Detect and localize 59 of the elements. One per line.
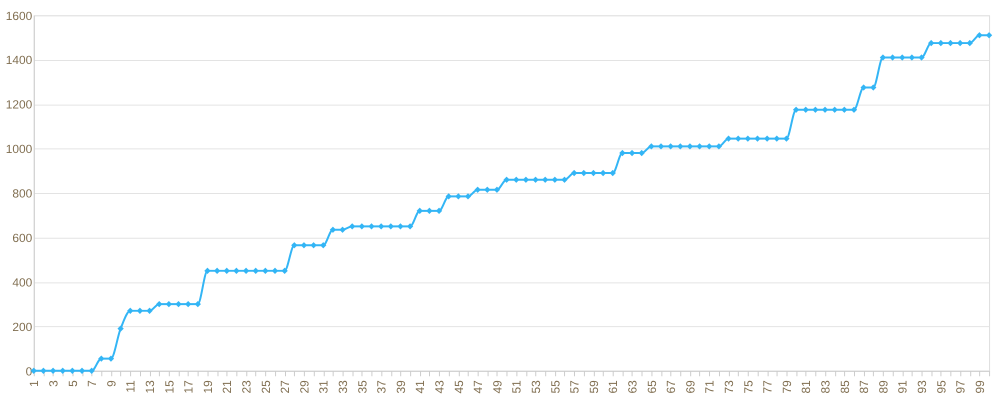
y-tick-label: 1600 bbox=[6, 8, 33, 23]
x-tick-label: 91 bbox=[896, 380, 910, 394]
x-tick-label: 17 bbox=[182, 380, 196, 394]
x-tick-label: 51 bbox=[510, 380, 524, 394]
x-tick-label: 99 bbox=[972, 380, 987, 394]
x-tick-label: 93 bbox=[915, 380, 929, 394]
x-tick-label: 25 bbox=[258, 380, 273, 394]
x-tick-label: 95 bbox=[934, 380, 948, 394]
x-tick-label: 85 bbox=[838, 380, 852, 394]
x-tick-label: 13 bbox=[143, 380, 158, 394]
x-tick-label: 31 bbox=[316, 380, 331, 394]
x-tick-label: 89 bbox=[876, 380, 890, 394]
y-tick-label: 1400 bbox=[6, 53, 33, 68]
x-tick-label: 79 bbox=[780, 380, 794, 394]
x-tick-label: 63 bbox=[626, 380, 640, 394]
x-tick-label: 21 bbox=[220, 380, 234, 394]
x-tick-label: 59 bbox=[586, 380, 601, 394]
x-tick-label: 71 bbox=[702, 380, 717, 394]
y-tick-label: 400 bbox=[12, 275, 33, 290]
x-tick-label: 29 bbox=[297, 380, 312, 394]
x-tick-label: 19 bbox=[200, 380, 215, 394]
x-tick-label: 75 bbox=[741, 380, 756, 394]
x-tick-label: 33 bbox=[336, 380, 350, 394]
x-tick-label: 9 bbox=[104, 380, 118, 387]
x-tick-label: 61 bbox=[606, 380, 620, 394]
x-tick-label: 35 bbox=[355, 380, 370, 394]
x-tick-label: 83 bbox=[818, 380, 832, 394]
x-tick-label: 53 bbox=[529, 380, 544, 394]
y-tick-label: 1000 bbox=[6, 142, 33, 156]
y-tick-label: 600 bbox=[12, 230, 33, 245]
x-tick-label: 69 bbox=[683, 380, 698, 394]
x-tick-label: 81 bbox=[799, 380, 814, 394]
x-tick-label: 73 bbox=[722, 380, 736, 394]
x-tick-label: 65 bbox=[644, 380, 659, 394]
x-tick-label: 97 bbox=[954, 380, 968, 394]
x-tick-label: 41 bbox=[413, 380, 428, 394]
x-tick-label: 7 bbox=[85, 380, 100, 387]
x-tick-label: 39 bbox=[394, 380, 408, 394]
x-tick-label: 23 bbox=[240, 380, 254, 394]
x-tick-label: 15 bbox=[162, 380, 176, 394]
x-tick-label: 77 bbox=[760, 380, 775, 394]
x-tick-label: 55 bbox=[548, 380, 562, 394]
x-tick-label: 3 bbox=[46, 380, 61, 387]
x-tick-label: 57 bbox=[568, 380, 582, 394]
x-tick-label: 49 bbox=[490, 380, 504, 394]
x-tick-label: 37 bbox=[374, 380, 389, 394]
x-tick-label: 27 bbox=[278, 380, 292, 394]
x-tick-label: 47 bbox=[471, 380, 486, 394]
x-tick-label: 45 bbox=[452, 380, 466, 394]
y-tick-label: 800 bbox=[12, 186, 33, 201]
y-tick-label: 1200 bbox=[6, 98, 33, 112]
x-tick-label: 87 bbox=[857, 380, 872, 394]
x-tick-label: 43 bbox=[432, 380, 447, 394]
x-tick-label: 5 bbox=[66, 380, 80, 387]
y-tick-label: 0 bbox=[26, 364, 33, 378]
x-tick-label: 1 bbox=[27, 380, 42, 387]
x-tick-label: 67 bbox=[664, 380, 678, 394]
y-tick-label: 200 bbox=[12, 320, 33, 334]
x-tick-label: 11 bbox=[124, 380, 138, 393]
